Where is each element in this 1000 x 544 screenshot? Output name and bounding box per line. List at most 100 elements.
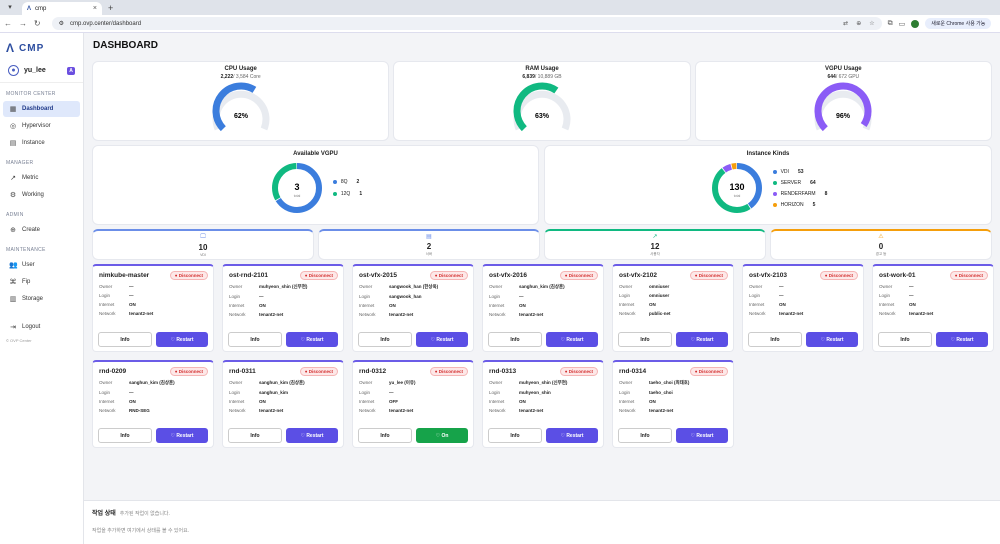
reload-icon[interactable]: ↻ — [33, 19, 41, 28]
action-label: On — [441, 432, 449, 439]
sidepanel-icon[interactable]: ▭ — [898, 20, 906, 28]
login-value: — — [129, 390, 134, 395]
site-info-icon[interactable]: ⚙ — [58, 21, 64, 27]
network-value: tenant2-net — [519, 408, 544, 413]
sidebar-item-dashboard[interactable]: ▦ Dashboard — [3, 101, 80, 117]
sidebar-item-hypervisor[interactable]: ◎ Hypervisor — [3, 118, 80, 134]
vgpu-legend: 8Q 2 12Q 1 — [332, 179, 362, 197]
disconnect-button[interactable]: ● Disconnect — [299, 367, 338, 376]
url-field[interactable]: ⚙ cmp.ovp.center/dashboard ⇄ ⊕ ☆ — [51, 17, 882, 30]
bookmark-star-icon[interactable]: ☆ — [869, 21, 875, 27]
cpu-usage-card: CPU Usage 2,222/ 3,584 Core 62% — [92, 61, 390, 141]
chrome-update-button[interactable]: 새로운 Chrome 사용 가능 — [925, 18, 992, 29]
info-button[interactable]: Info — [228, 428, 282, 443]
info-button[interactable]: Info — [748, 332, 802, 347]
info-button[interactable]: Info — [618, 428, 672, 443]
logout-icon: ⇥ — [10, 324, 16, 331]
disconnect-button[interactable]: ● Disconnect — [429, 367, 468, 376]
restart-button[interactable]: ♡ Restart — [156, 428, 208, 443]
sidebar-item-storage[interactable]: ▥ Storage — [3, 291, 80, 307]
info-button[interactable]: Info — [488, 428, 542, 443]
kinds-donut: 130 total — [711, 163, 762, 213]
owner-row: Owner sanghun_kim (김상훈) — [99, 380, 208, 386]
profile-avatar[interactable] — [911, 19, 920, 28]
login-value: — — [519, 294, 524, 299]
browser-tab[interactable]: Λ cmp × — [22, 2, 102, 15]
internet-label: Internet — [619, 302, 635, 307]
owner-value: yu_lee (이유) — [389, 380, 416, 385]
disconnect-button[interactable]: ● Disconnect — [949, 271, 988, 280]
info-button[interactable]: Info — [618, 332, 672, 347]
info-button[interactable]: Info — [228, 332, 282, 347]
vgpu-usage-card: VGPU Usage 644/ 672 GPU 96% — [694, 61, 992, 141]
disconnect-button[interactable]: ● Disconnect — [429, 271, 468, 280]
network-label: Network — [99, 408, 116, 413]
sidebar-item-label: Working — [22, 192, 44, 198]
restart-button[interactable]: ♡ Restart — [546, 332, 598, 347]
translate-icon[interactable]: ⇄ — [843, 21, 849, 27]
sidebar-item-create[interactable]: ⊕ Create — [3, 222, 80, 238]
info-button[interactable]: Info — [358, 428, 412, 443]
info-button[interactable]: Info — [98, 332, 152, 347]
disconnect-button[interactable]: ● Disconnect — [559, 367, 598, 376]
legend-count: 64 — [810, 179, 816, 186]
network-label: Network — [749, 311, 766, 316]
internet-value: ON — [259, 303, 266, 308]
info-button[interactable]: Info — [358, 332, 412, 347]
restart-button[interactable]: ♡ Restart — [806, 332, 858, 347]
forward-icon[interactable]: → — [18, 19, 27, 28]
browser-tabstrip: ▾ Λ cmp × + — [0, 0, 1000, 15]
internet-label: Internet — [359, 399, 375, 404]
sidebar-item-user[interactable]: 👥 User — [3, 257, 80, 273]
logo-text: CMP — [19, 42, 45, 54]
on-button[interactable]: ♡ On — [416, 428, 468, 443]
restart-button[interactable]: ♡ Restart — [676, 428, 728, 443]
close-tab-icon[interactable]: × — [92, 5, 97, 12]
disconnect-label: Disconnect — [308, 273, 333, 278]
disconnect-button[interactable]: ● Disconnect — [169, 367, 208, 376]
owner-label: Owner — [619, 284, 633, 289]
restart-button[interactable]: ♡ Restart — [286, 428, 338, 443]
owner-value: sangwook_han (한상욱) — [389, 284, 439, 289]
back-icon[interactable]: ← — [4, 19, 12, 28]
restart-button[interactable]: ♡ Restart — [416, 332, 468, 347]
action-label: Restart — [956, 336, 974, 343]
disconnect-label: Disconnect — [178, 369, 203, 374]
usage-percent: 96% — [836, 113, 851, 120]
restart-button[interactable]: ♡ Restart — [546, 428, 598, 443]
owner-row: Owner muhyeon_shin (신무현) — [489, 380, 598, 386]
sidebar-item-instance[interactable]: ▤ Instance — [3, 135, 80, 151]
app-logo[interactable]: Λ CMP — [0, 33, 83, 59]
info-button[interactable]: Info — [488, 332, 542, 347]
owner-label: Owner — [359, 284, 373, 289]
instance-icon: ▤ — [9, 140, 17, 147]
disconnect-button[interactable]: ● Disconnect — [559, 271, 598, 280]
disconnect-button[interactable]: ● Disconnect — [299, 271, 338, 280]
login-label: Login — [619, 390, 631, 395]
legend-dot-icon — [332, 180, 337, 184]
zoom-icon[interactable]: ⊕ — [856, 21, 862, 27]
info-button[interactable]: Info — [98, 428, 152, 443]
restart-button[interactable]: ♡ Restart — [936, 332, 988, 347]
network-label: Network — [489, 312, 506, 317]
restart-button[interactable]: ♡ Restart — [286, 332, 338, 347]
owner-value: — — [909, 284, 914, 289]
instance-name: rnd-0209 — [99, 368, 127, 375]
disconnect-button[interactable]: ● Disconnect — [169, 271, 208, 280]
logout-button[interactable]: ⇥ Logout — [3, 319, 80, 335]
disconnect-button[interactable]: ● Disconnect — [689, 367, 728, 376]
extensions-icon[interactable]: ⧉ — [887, 19, 893, 27]
restart-button[interactable]: ♡ Restart — [156, 332, 208, 347]
network-label: Network — [619, 408, 636, 413]
new-tab-button[interactable]: + — [108, 3, 114, 13]
info-button[interactable]: Info — [878, 332, 932, 347]
disconnect-button[interactable]: ● Disconnect — [689, 271, 728, 280]
sidebar-item-fip[interactable]: ⌘ Fip — [3, 274, 80, 290]
tab-search-icon[interactable]: ▾ — [8, 4, 12, 11]
sidebar-item-metric[interactable]: ↗ Metric — [3, 170, 80, 186]
restart-button[interactable]: ♡ Restart — [676, 332, 728, 347]
sidebar-item-label: Fip — [22, 279, 31, 285]
user-profile[interactable]: ● yu_lee A — [0, 59, 83, 83]
sidebar-item-working[interactable]: ⚙ Working — [3, 187, 80, 203]
disconnect-button[interactable]: ● Disconnect — [819, 271, 858, 280]
